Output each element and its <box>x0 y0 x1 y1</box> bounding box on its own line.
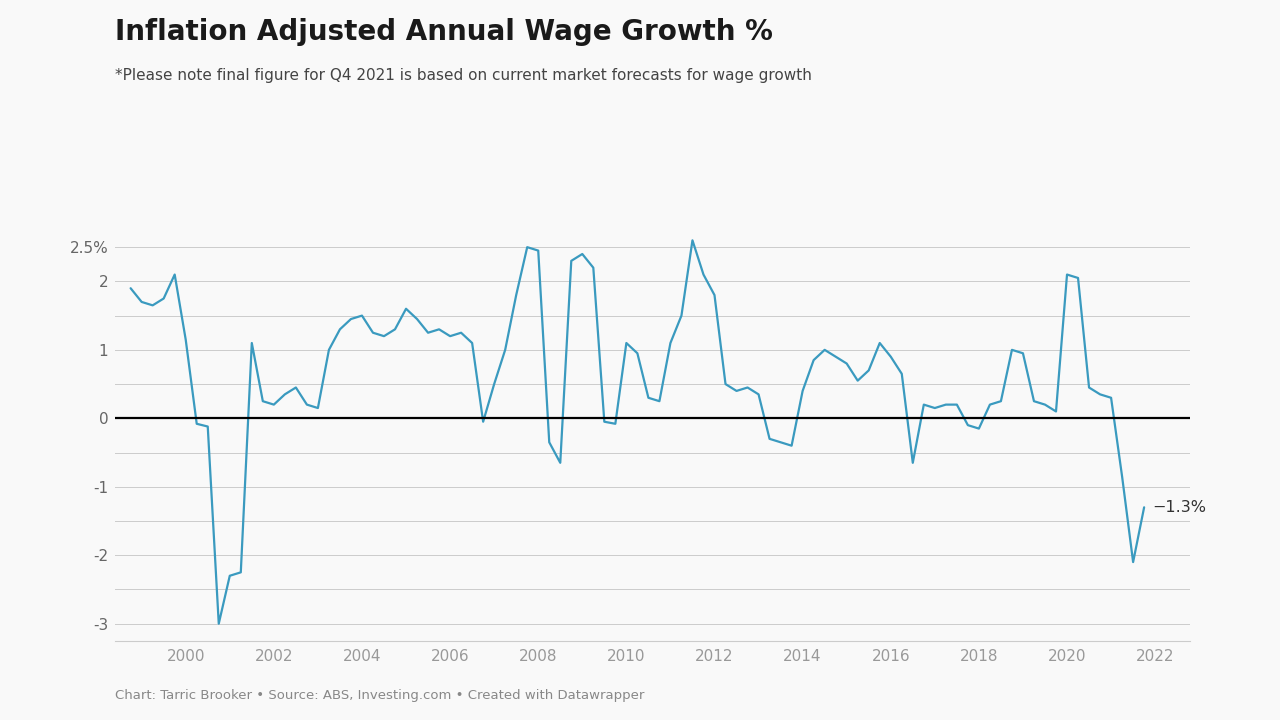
Text: Chart: Tarric Brooker • Source: ABS, Investing.com • Created with Datawrapper: Chart: Tarric Brooker • Source: ABS, Inv… <box>115 689 645 702</box>
Text: −1.3%: −1.3% <box>1152 500 1206 515</box>
Text: Inflation Adjusted Annual Wage Growth %: Inflation Adjusted Annual Wage Growth % <box>115 18 773 46</box>
Text: *Please note final figure for Q4 2021 is based on current market forecasts for w: *Please note final figure for Q4 2021 is… <box>115 68 812 84</box>
